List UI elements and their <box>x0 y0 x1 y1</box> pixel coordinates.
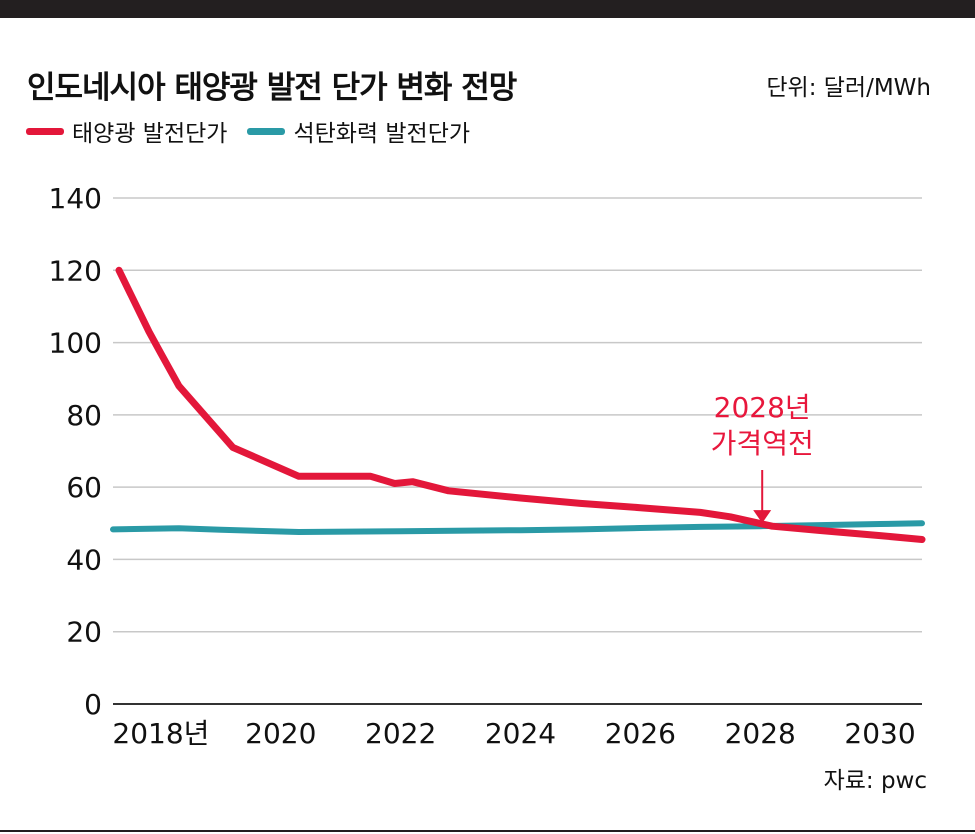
x-tick-label: 2018년 <box>112 717 209 750</box>
x-tick-label: 2028 <box>725 717 796 750</box>
legend-label-coal: 석탄화력 발전단가 <box>293 121 471 147</box>
y-tick-labels: 0 20 40 60 80 100 120 140 <box>49 182 102 721</box>
bottom-border-line <box>0 830 975 832</box>
legend-item-coal: 석탄화력 발전단가 <box>247 114 470 148</box>
legend-item-solar: 태양광 발전단가 <box>26 114 227 148</box>
annotation-arrow-head <box>753 510 772 524</box>
legend-swatch-coal <box>247 127 286 135</box>
unit-label: 단위: 달러/MWh <box>766 75 931 101</box>
gridlines <box>113 197 922 705</box>
x-tick-label: 2020 <box>245 717 316 750</box>
series-line-solar <box>115 266 926 543</box>
top-border-bar <box>0 0 975 18</box>
y-tick-label: 20 <box>66 616 102 649</box>
y-tick-label: 80 <box>66 399 102 432</box>
y-tick-label: 100 <box>49 327 102 360</box>
annotation-text: 가격역전 <box>711 427 814 460</box>
chart-title: 인도네시아 태양광 발전 단가 변화 전망 <box>27 70 517 106</box>
y-tick-label: 0 <box>84 688 102 721</box>
annotation-text: 2028년 <box>714 391 811 424</box>
x-tick-label: 2024 <box>485 717 556 750</box>
y-tick-label: 40 <box>66 543 102 576</box>
x-tick-label: 2026 <box>605 717 676 750</box>
series-lines <box>110 266 926 543</box>
legend-swatch-solar <box>26 127 64 135</box>
y-tick-label: 120 <box>49 254 102 287</box>
y-tick-label: 60 <box>66 471 102 504</box>
x-tick-label: 2022 <box>365 717 436 750</box>
legend: 태양광 발전단가 석탄화력 발전단가 <box>26 114 490 148</box>
x-tick-labels: 2018년 2020 2022 2024 2026 2028 2030 <box>112 717 915 750</box>
y-tick-label: 140 <box>49 182 102 215</box>
legend-label-solar: 태양광 발전단가 <box>72 121 228 147</box>
source-label: 자료: pwc <box>824 768 927 794</box>
x-tick-label: 2030 <box>844 717 915 750</box>
series-line-coal <box>110 520 925 535</box>
